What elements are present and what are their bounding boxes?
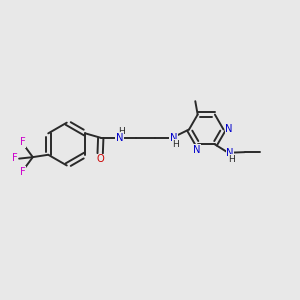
Text: H: H <box>118 127 125 136</box>
Text: N: N <box>116 133 123 143</box>
Text: N: N <box>193 145 201 155</box>
Text: N: N <box>226 148 233 158</box>
Text: O: O <box>96 154 104 164</box>
Text: H: H <box>228 155 235 164</box>
Text: F: F <box>20 137 26 147</box>
Text: F: F <box>20 167 26 177</box>
Text: F: F <box>12 153 18 163</box>
Text: N: N <box>225 124 232 134</box>
Text: H: H <box>172 140 179 149</box>
Text: N: N <box>170 133 177 143</box>
